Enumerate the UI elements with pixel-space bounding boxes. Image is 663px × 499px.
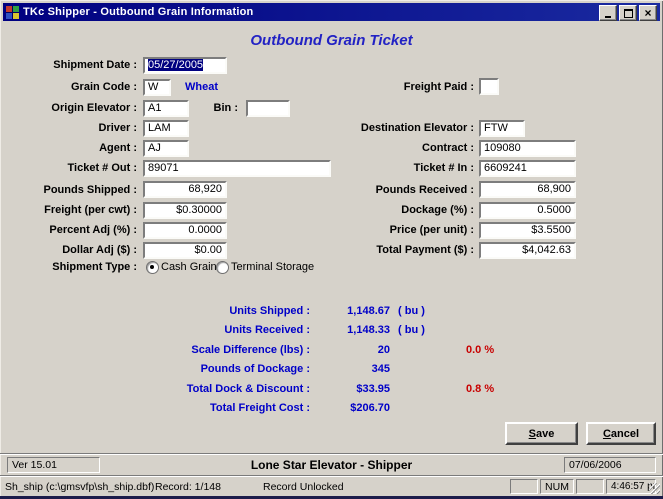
scale-difference-value: 20 (377, 344, 390, 356)
shipment-date-field[interactable]: 05/27/2005 (143, 57, 227, 74)
units-received-value: 1,148.33 (347, 324, 390, 336)
page-title: Outbound Grain Ticket (250, 32, 413, 49)
shipment-date-label: Shipment Date : (53, 59, 137, 71)
pounds-shipped-label: Pounds Shipped : (43, 184, 138, 196)
cancel-button[interactable]: Cancel (586, 422, 656, 445)
ticket-out-label: Ticket # Out : (67, 162, 137, 174)
pounds-of-dockage-value: 345 (371, 363, 390, 375)
driver-field[interactable]: LAM (143, 120, 189, 137)
freight-per-cwt-label: Freight (per cwt) : (44, 204, 137, 216)
minimize-icon (605, 15, 611, 18)
minimize-button[interactable] (599, 5, 617, 21)
ticket-out-field[interactable]: 89071 (143, 160, 331, 177)
status-panel-empty-2 (576, 479, 604, 494)
close-button[interactable]: × (639, 5, 657, 21)
total-dock-discount-label: Total Dock & Discount : (186, 383, 310, 395)
agent-field[interactable]: AJ (143, 140, 189, 157)
grain-code-label: Grain Code : (70, 81, 137, 93)
driver-label: Driver : (98, 122, 137, 134)
total-freight-cost-label: Total Freight Cost : (209, 402, 310, 414)
version-panel: Ver 15.01 (7, 457, 100, 473)
price-per-unit-field[interactable]: $3.5500 (479, 222, 576, 239)
status-time: 4:46:57 pm (606, 479, 656, 494)
scale-difference-label: Scale Difference (lbs) : (191, 344, 310, 356)
ticket-in-field[interactable]: 6609241 (479, 160, 576, 177)
units-shipped-unit: ( bu ) (398, 305, 425, 317)
dockage-field[interactable]: 0.5000 (479, 202, 576, 219)
radio-cash-grain-label[interactable]: Cash Grain (161, 261, 217, 273)
status-file: Sh_ship (c:\gmsvfp\sh_ship.dbf) (5, 481, 155, 493)
bin-label: Bin : (213, 102, 238, 114)
freight-per-cwt-field[interactable]: $0.30000 (143, 202, 227, 219)
total-payment-label: Total Payment ($) : (376, 244, 474, 256)
total-dock-discount-percent: 0.8 % (466, 383, 495, 395)
destination-elevator-label: Destination Elevator : (360, 122, 474, 134)
date-panel: 07/06/2006 (564, 457, 656, 473)
radio-terminal-storage[interactable] (216, 261, 229, 274)
units-shipped-value: 1,148.67 (347, 305, 390, 317)
ticket-in-label: Ticket # In : (413, 162, 474, 174)
dollar-adj-label: Dollar Adj ($) : (62, 244, 137, 256)
maximize-button[interactable] (619, 5, 637, 21)
total-freight-cost-value: $206.70 (350, 402, 390, 414)
status-lock-state: Record Unlocked (263, 481, 344, 493)
agent-label: Agent : (99, 142, 137, 154)
dollar-adj-field[interactable]: $0.00 (143, 242, 227, 259)
units-received-label: Units Received : (224, 324, 310, 336)
status-bar-divider (0, 475, 663, 477)
grain-description: Wheat (185, 81, 218, 93)
close-icon: × (644, 6, 652, 20)
destination-elevator-field[interactable]: FTW (479, 120, 525, 137)
status-num-lock: NUM (540, 479, 574, 494)
price-per-unit-label: Price (per unit) : (389, 224, 474, 236)
grain-code-field[interactable]: W (143, 79, 171, 96)
freight-paid-label: Freight Paid : (403, 81, 474, 93)
window-title: TKc Shipper - Outbound Grain Information (23, 6, 254, 18)
units-received-unit: ( bu ) (398, 324, 425, 336)
status-panel-empty-1 (510, 479, 538, 494)
origin-elevator-label: Origin Elevator : (51, 102, 137, 114)
radio-terminal-storage-label[interactable]: Terminal Storage (231, 261, 315, 273)
contract-label: Contract : (422, 142, 474, 154)
shipment-type-label: Shipment Type : (52, 261, 137, 273)
pounds-of-dockage-label: Pounds of Dockage : (200, 363, 310, 375)
pounds-shipped-field[interactable]: 68,920 (143, 181, 227, 198)
pounds-received-field[interactable]: 68,900 (479, 181, 576, 198)
percent-adj-field[interactable]: 0.0000 (143, 222, 227, 239)
dockage-label: Dockage (%) : (401, 204, 474, 216)
contract-field[interactable]: 109080 (479, 140, 576, 157)
window-bottom-border (0, 496, 663, 499)
percent-adj-label: Percent Adj (%) : (49, 224, 137, 236)
total-payment-field[interactable]: $4,042.63 (479, 242, 576, 259)
save-button[interactable]: Save (505, 422, 578, 445)
pounds-received-label: Pounds Received : (375, 184, 474, 196)
shipment-date-value: 05/27/2005 (148, 59, 204, 71)
freight-paid-field[interactable] (479, 78, 499, 95)
origin-elevator-field[interactable]: A1 (143, 100, 189, 117)
resize-grip[interactable] (649, 483, 660, 494)
radio-cash-grain[interactable] (146, 261, 159, 274)
scale-difference-percent: 0.0 % (466, 344, 495, 356)
bin-field[interactable] (246, 100, 290, 117)
info-bar-divider (0, 453, 663, 455)
total-dock-discount-value: $33.95 (356, 383, 390, 395)
app-icon (6, 5, 19, 19)
title-bar[interactable]: TKc Shipper - Outbound Grain Information… (3, 3, 660, 21)
units-shipped-label: Units Shipped : (229, 305, 310, 317)
status-record: Record: 1/148 (155, 481, 221, 493)
elevator-title: Lone Star Elevator - Shipper (250, 458, 413, 472)
maximize-icon (623, 8, 633, 18)
